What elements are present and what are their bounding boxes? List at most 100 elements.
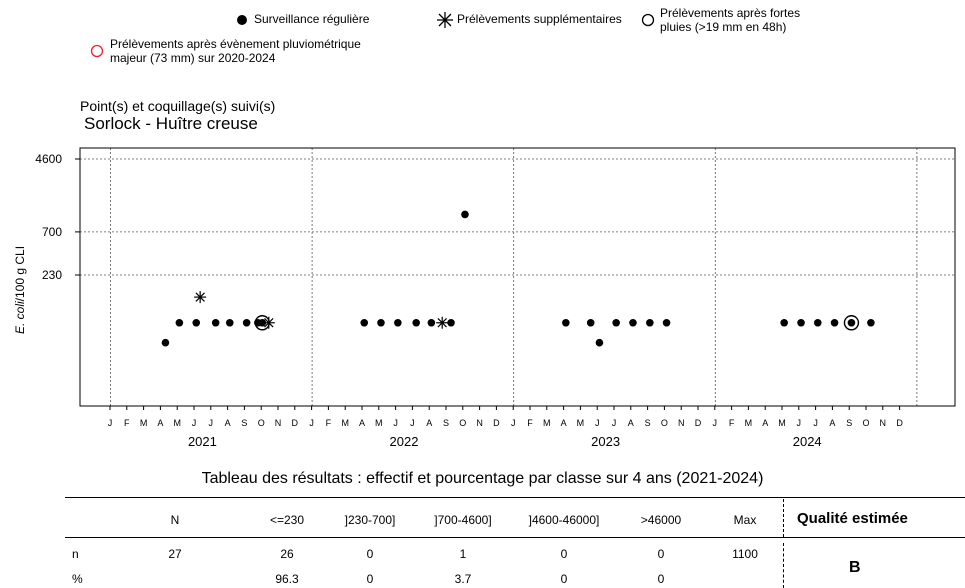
point-regular bbox=[360, 318, 369, 327]
x-month-label: J bbox=[393, 418, 398, 428]
legend-heavy-rain-label-1: Prélèvements après fortes bbox=[660, 6, 801, 20]
x-month-label: M bbox=[543, 418, 551, 428]
table-header-cell: ]230-700] bbox=[344, 513, 396, 527]
table-top-rule bbox=[65, 497, 965, 498]
point-regular bbox=[242, 318, 251, 327]
table-title: Tableau des résultats : effectif et pour… bbox=[201, 470, 764, 487]
table-header-cell: >46000 bbox=[640, 513, 682, 527]
quality-divider-top bbox=[783, 499, 784, 537]
point-regular bbox=[867, 318, 875, 327]
x-month-label: M bbox=[778, 418, 786, 428]
x-month-label: A bbox=[359, 418, 365, 428]
point-regular bbox=[412, 318, 420, 327]
x-month-label: N bbox=[678, 418, 685, 428]
y-axis-label-italic: E. coli bbox=[13, 301, 27, 334]
table-cell: 1 bbox=[459, 547, 467, 561]
point-regular bbox=[830, 318, 839, 327]
x-month-label: J bbox=[713, 418, 718, 428]
table-header-rule bbox=[65, 537, 965, 538]
table-cell: 0 bbox=[657, 547, 665, 561]
point-regular bbox=[377, 318, 385, 327]
table-header-cell: <=230 bbox=[269, 513, 305, 527]
y-axis-label-unit: /100 g CLI bbox=[13, 246, 27, 301]
table-cell: 27 bbox=[168, 547, 182, 561]
x-month-label: A bbox=[225, 418, 231, 428]
legend-dot-icon bbox=[237, 15, 247, 25]
x-month-label: M bbox=[745, 418, 753, 428]
point-regular bbox=[461, 210, 469, 219]
x-month-label: D bbox=[292, 418, 299, 428]
x-month-label: N bbox=[275, 418, 282, 428]
data-points bbox=[161, 210, 875, 347]
x-month-label: J bbox=[813, 418, 818, 428]
legend-graphics bbox=[90, 12, 655, 58]
table-cell: 26 bbox=[280, 547, 294, 561]
x-year-label-2024: 2024 bbox=[793, 434, 822, 449]
y-tick-label-700: 700 bbox=[42, 225, 62, 239]
x-month-label: M bbox=[140, 418, 148, 428]
point-regular bbox=[192, 318, 201, 327]
point-regular bbox=[586, 318, 595, 327]
legend-regular-label: Surveillance régulière bbox=[254, 12, 370, 26]
x-month-label: F bbox=[124, 418, 130, 428]
point-regular bbox=[175, 318, 184, 327]
grid bbox=[80, 148, 955, 406]
x-month-label: A bbox=[561, 418, 567, 428]
plot-frame bbox=[79, 147, 956, 407]
x-month-label: S bbox=[645, 418, 651, 428]
x-month-label: O bbox=[258, 418, 265, 428]
point-regular bbox=[662, 318, 671, 327]
x-month-label: D bbox=[695, 418, 702, 428]
point-regular bbox=[629, 318, 637, 327]
table-cell: 0 bbox=[657, 572, 665, 586]
x-month-label: A bbox=[157, 418, 163, 428]
legend-red-circle-icon bbox=[90, 44, 104, 58]
table-cell: 1100 bbox=[732, 547, 758, 561]
point-regular bbox=[562, 318, 570, 327]
table-header-cell: ]700-4600] bbox=[434, 513, 492, 527]
point-heavy-rain bbox=[843, 315, 860, 331]
legend-major-rain-label-1: Prélèvements après évènement pluviométri… bbox=[110, 37, 361, 51]
x-month-label: D bbox=[493, 418, 500, 428]
y-tick-label-230: 230 bbox=[42, 268, 62, 282]
table-row-label: n bbox=[72, 547, 79, 561]
x-month-label: J bbox=[797, 418, 802, 428]
point-regular bbox=[847, 318, 856, 327]
x-month-label: A bbox=[628, 418, 634, 428]
x-month-label: D bbox=[896, 418, 903, 428]
x-month-label: A bbox=[829, 418, 835, 428]
x-year-label-2023: 2023 bbox=[591, 434, 620, 449]
point-regular bbox=[813, 318, 822, 327]
point-extra bbox=[436, 316, 449, 329]
x-month-label: J bbox=[209, 418, 214, 428]
x-month-label: O bbox=[459, 418, 466, 428]
quality-divider-bottom bbox=[783, 543, 784, 588]
table-row-label: % bbox=[72, 572, 83, 586]
point-regular bbox=[612, 318, 620, 327]
x-month-label: M bbox=[577, 418, 585, 428]
table-cell: 0 bbox=[366, 572, 374, 586]
quality-header: Qualité estimée bbox=[797, 510, 908, 527]
x-month-label: J bbox=[108, 418, 113, 428]
table-cell: 0 bbox=[560, 572, 568, 586]
table-cell: 0 bbox=[366, 547, 374, 561]
site-name: Sorlock - Huître creuse bbox=[84, 114, 258, 133]
legend-heavy-rain-label-2: pluies (>19 mm en 48h) bbox=[660, 20, 787, 34]
legend-extra-label: Prélèvements supplémentaires bbox=[457, 12, 622, 26]
quality-value: B bbox=[849, 559, 861, 576]
table-header-cell: Max bbox=[733, 513, 757, 527]
table-cell: 96.3 bbox=[275, 572, 299, 586]
x-month-label: J bbox=[192, 418, 197, 428]
point-extra-stroke bbox=[437, 318, 447, 328]
point-regular bbox=[427, 318, 436, 327]
y-axis: 230 700 4600 bbox=[35, 152, 80, 282]
table-cell: 0 bbox=[560, 547, 568, 561]
x-month-label: J bbox=[511, 418, 516, 428]
table-header-cell: N bbox=[170, 513, 180, 527]
x-month-label: J bbox=[595, 418, 600, 428]
x-month-label: F bbox=[527, 418, 533, 428]
x-month-label: S bbox=[443, 418, 449, 428]
x-month-label: M bbox=[375, 418, 383, 428]
point-regular bbox=[595, 338, 604, 347]
